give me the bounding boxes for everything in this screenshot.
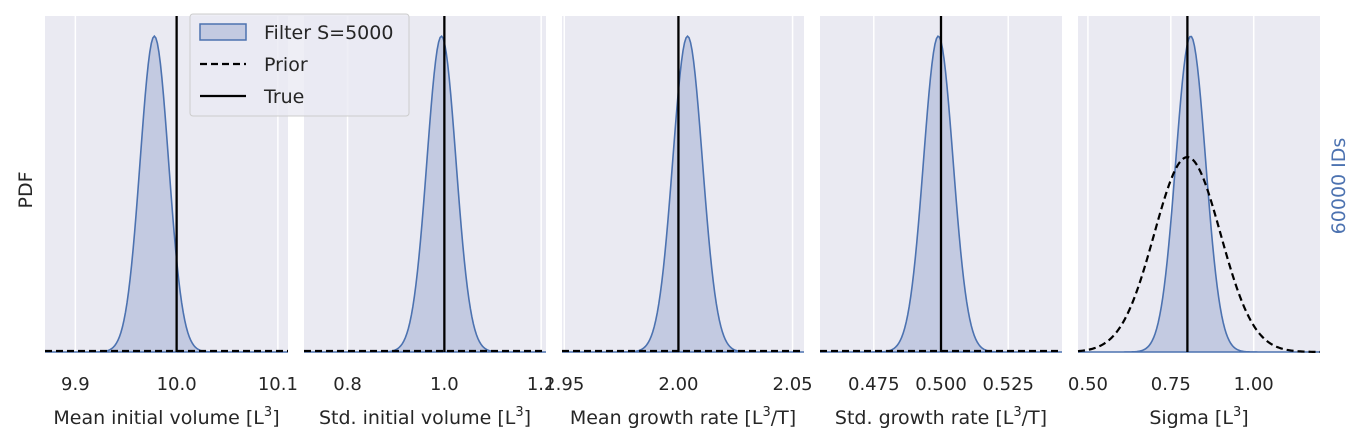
x-tick-label: 0.475: [848, 374, 900, 395]
x-axis-label: Mean growth rate [L3/T]: [570, 405, 796, 429]
x-axis-label: Mean initial volume [L3]: [53, 405, 279, 429]
x-tick-label: 1.0: [430, 374, 459, 395]
panel-5: 0.50 0.75 1.00 Sigma [L3]: [1068, 16, 1321, 429]
x-tick-label: 10.1: [258, 374, 298, 395]
x-axis-label: Std. growth rate [L3/T]: [835, 405, 1047, 429]
legend-label-filter: Filter S=5000: [264, 22, 393, 44]
x-tick-label: 0.50: [1068, 374, 1108, 395]
x-tick-label: 10.0: [157, 374, 197, 395]
x-tick-label: 1.2: [527, 374, 556, 395]
x-tick-label: 0.500: [915, 374, 967, 395]
x-tick-label: 2.00: [658, 374, 698, 395]
x-axis-label: Std. initial volume [L3]: [319, 405, 531, 429]
x-tick-label: 1.00: [1234, 374, 1274, 395]
x-tick-label: 9.9: [61, 374, 90, 395]
legend-label-prior: Prior: [264, 54, 308, 76]
side-label: 60000 IDs: [1328, 138, 1350, 235]
x-tick-label: 2.05: [773, 374, 813, 395]
x-tick-label: 0.75: [1151, 374, 1191, 395]
filter-density-area: [1078, 35, 1320, 353]
y-axis-label: PDF: [15, 171, 37, 208]
x-axis-label: Sigma [L3]: [1149, 405, 1248, 429]
panel-4: 0.475 0.500 0.525 Std. growth rate [L3/T]: [820, 16, 1062, 429]
legend: Filter S=5000 Prior True: [189, 13, 410, 117]
x-tick-label: 1.95: [544, 374, 584, 395]
legend-swatch-filter: [199, 23, 247, 41]
prior-density-line: [1077, 156, 1321, 354]
panel-3: 1.95 2.00 2.05 Mean growth rate [L3/T]: [544, 16, 813, 429]
x-tick-label: 0.8: [333, 374, 362, 395]
x-tick-label: 0.525: [982, 374, 1034, 395]
legend-label-true: True: [263, 86, 304, 108]
